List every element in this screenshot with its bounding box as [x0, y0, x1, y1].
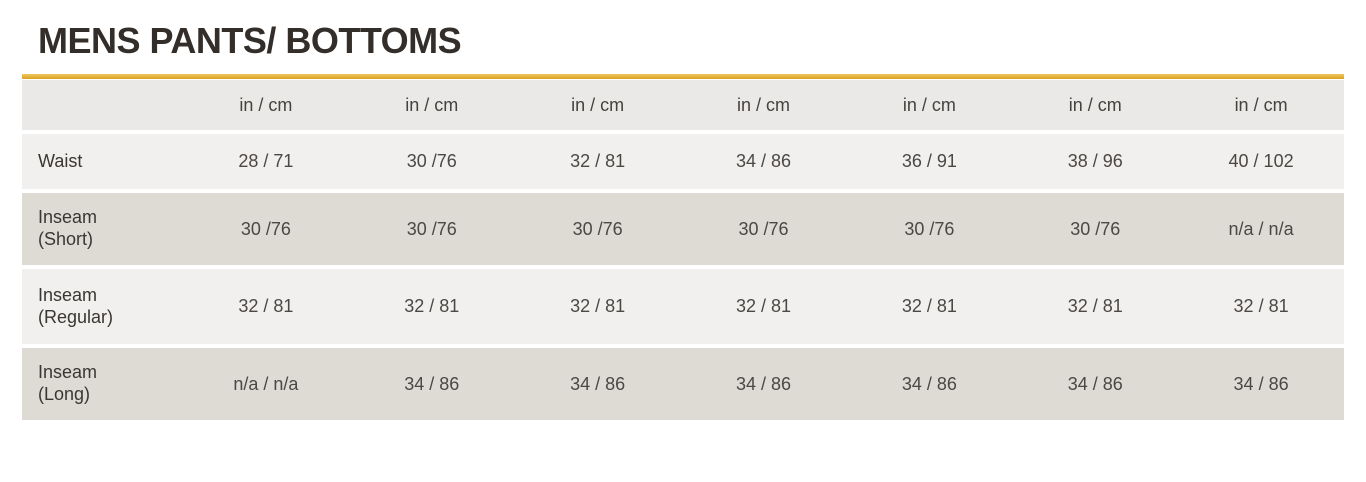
size-cell: 34 / 86 [735, 373, 792, 394]
unit-header-cell: in / cm [902, 94, 956, 115]
size-cell: 34 / 86 [1233, 373, 1289, 394]
size-cell: 30 /76 [738, 218, 789, 239]
size-cell: 32 / 81 [735, 296, 792, 316]
unit-header-cell: in / cm [736, 94, 790, 115]
table-row-inseam-short: Inseam (Short) 30 /76 30 /76 30 /76 30 /… [22, 193, 1344, 265]
size-cell: 30 /76 [406, 151, 457, 171]
size-cell: 32 / 81 [1233, 296, 1289, 316]
size-cell: 32 / 81 [570, 296, 626, 316]
size-cell: 36 / 91 [901, 151, 957, 171]
size-cell: 30 /76 [240, 218, 291, 239]
size-cell: 30 /76 [572, 218, 623, 239]
size-cell: 34 / 86 [735, 151, 792, 171]
size-cell: 32 / 81 [404, 296, 460, 316]
accent-divider [22, 74, 1344, 79]
size-cell: 32 / 81 [570, 151, 626, 171]
row-label: Waist [38, 150, 83, 171]
table-row-waist: Waist 28 / 71 30 /76 32 / 81 34 / 86 36 … [22, 134, 1344, 189]
unit-header-cell: in / cm [239, 94, 293, 115]
size-cell: 34 / 86 [901, 373, 957, 394]
unit-header-cell: in / cm [1234, 94, 1288, 115]
page-title: MENS PANTS/ BOTTOMS [38, 20, 462, 61]
table-header-row: in / cm in / cm in / cm in / cm in / cm … [22, 80, 1344, 130]
table-row-inseam-regular: Inseam (Regular) 32 / 81 32 / 81 32 / 81… [22, 269, 1344, 344]
size-cell: 32 / 81 [901, 296, 957, 316]
size-cell: 32 / 81 [1067, 296, 1123, 316]
size-cell: 34 / 86 [570, 373, 626, 394]
row-label: Inseam (Long) [38, 362, 98, 404]
unit-header-cell: in / cm [405, 94, 459, 115]
size-cell: 40 / 102 [1228, 151, 1294, 171]
unit-header-cell: in / cm [1068, 94, 1122, 115]
size-cell: 34 / 86 [1067, 373, 1123, 394]
size-cell: 28 / 71 [238, 151, 294, 171]
size-cell: 30 /76 [406, 218, 457, 239]
size-cell: n/a / n/a [1228, 218, 1294, 239]
size-cell: 32 / 81 [238, 296, 294, 316]
row-label: Inseam (Short) [38, 207, 98, 249]
size-cell: 30 /76 [904, 218, 955, 239]
size-table: in / cm in / cm in / cm in / cm in / cm … [22, 80, 1344, 424]
size-cell: 38 / 96 [1067, 151, 1123, 171]
table-row-inseam-long: Inseam (Long) n/a / n/a 34 / 86 34 / 86 … [22, 348, 1344, 420]
size-cell: n/a / n/a [233, 373, 299, 394]
size-cell: 30 /76 [1070, 218, 1121, 239]
row-label: Inseam (Regular) [38, 284, 114, 327]
unit-header-cell: in / cm [571, 94, 625, 115]
size-cell: 34 / 86 [404, 373, 460, 394]
